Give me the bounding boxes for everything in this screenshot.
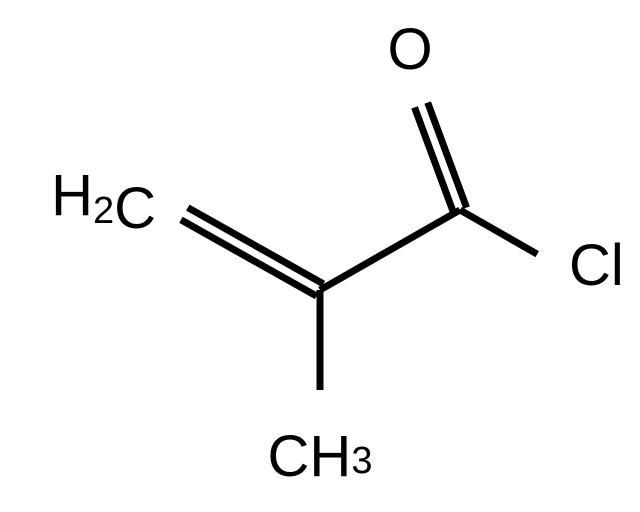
atom-label-o: O	[387, 17, 432, 82]
atom-label-ch3: CH3	[268, 424, 373, 489]
molecule-diagram: H2C CH3 O Cl	[0, 0, 640, 512]
bonds-layer	[181, 103, 537, 390]
atom-label-cl: Cl	[569, 233, 624, 298]
atom-label-ch2: H2C	[51, 163, 156, 241]
